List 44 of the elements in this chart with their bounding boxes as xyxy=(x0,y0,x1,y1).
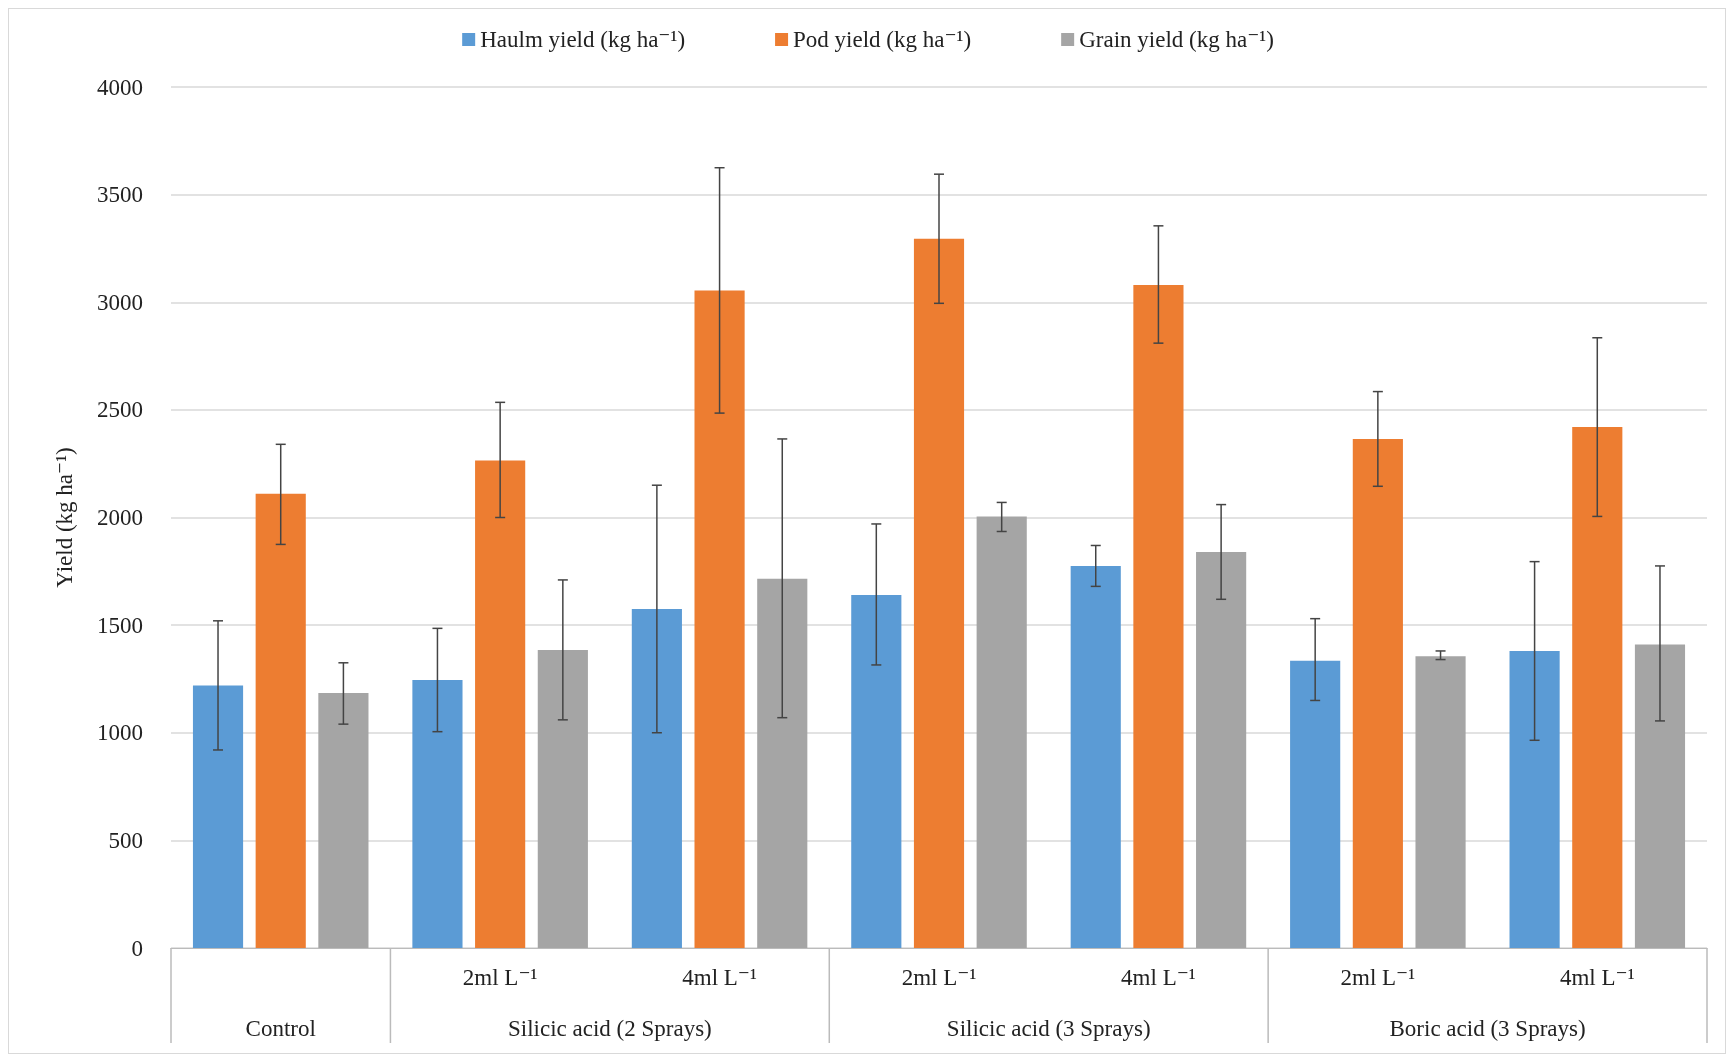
y-tick-label: 1000 xyxy=(97,720,143,746)
bar xyxy=(1415,656,1466,948)
x-tick-label: 4ml L⁻¹ xyxy=(1121,965,1196,990)
bar xyxy=(976,516,1027,948)
y-tick-label: 1500 xyxy=(97,612,143,638)
text: Silicic acid (3 Sprays) xyxy=(946,1015,1151,1041)
bar xyxy=(318,692,369,948)
x-tick-label: 2ml L⁻¹ xyxy=(462,965,538,990)
bar xyxy=(1572,427,1623,948)
y-tick-label: 500 xyxy=(108,827,143,853)
y-tick-label: 3000 xyxy=(97,289,143,315)
bar xyxy=(192,685,244,948)
x-tick-label: 4ml L⁻¹ xyxy=(682,965,757,990)
x-tick-label: 2ml L⁻¹ xyxy=(1340,965,1416,990)
bar xyxy=(913,238,965,948)
bar xyxy=(1196,551,1247,948)
y-axis-title: Yield (kg ha⁻¹) xyxy=(52,447,77,588)
bar xyxy=(1133,285,1184,948)
y-tick-label: 4000 xyxy=(97,74,143,100)
bar xyxy=(631,608,682,948)
bar xyxy=(537,649,588,948)
bar xyxy=(1509,650,1560,948)
bar xyxy=(757,578,808,948)
bar xyxy=(255,493,306,948)
legend-label: Grain yield (kg ha⁻¹) xyxy=(1079,27,1274,52)
legend-label: Haulm yield (kg ha⁻¹) xyxy=(480,27,686,52)
bar xyxy=(1634,644,1686,948)
x-tick-label: 4ml L⁻¹ xyxy=(1559,965,1635,990)
y-tick-label: 2000 xyxy=(97,505,143,530)
y-tick-label: 3500 xyxy=(97,182,143,208)
bar xyxy=(694,290,745,948)
text: Silicic acid (2 Sprays) xyxy=(507,1015,712,1041)
text: Boric acid (3 Sprays) xyxy=(1389,1015,1586,1041)
legend-label: Pod yield (kg ha⁻¹) xyxy=(793,27,972,52)
bar xyxy=(1352,438,1403,948)
bar xyxy=(1290,660,1341,948)
x-tick-label: 2ml L⁻¹ xyxy=(901,965,977,990)
y-tick-label: 2500 xyxy=(97,397,143,423)
text: Control xyxy=(245,1015,316,1041)
bar xyxy=(412,680,463,948)
y-tick-label: 0 xyxy=(131,935,143,961)
bar xyxy=(475,460,526,948)
bar xyxy=(851,594,902,948)
bar xyxy=(1070,565,1121,948)
